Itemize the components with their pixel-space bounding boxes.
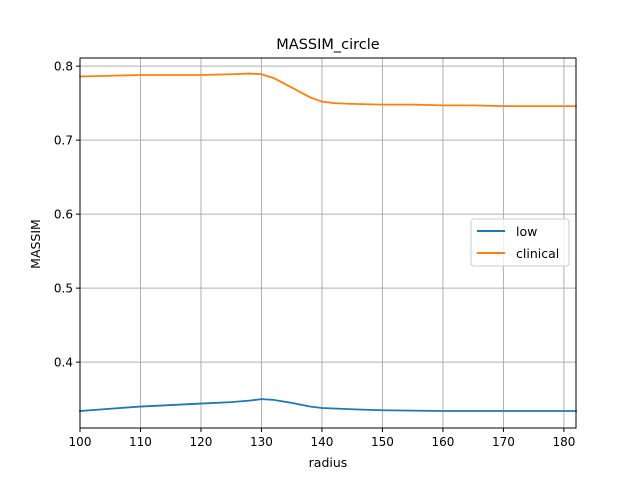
y-tick-label: 0.8 [54,60,73,74]
x-tick-label: 140 [310,435,333,449]
series-line-clinical [79,72,577,107]
y-tick-label: 0.5 [54,282,73,296]
x-tick-label: 120 [190,435,213,449]
x-tick-label: 170 [492,435,515,449]
series-line-low [79,398,577,412]
y-tick-label: 0.6 [54,208,73,222]
y-axis-label: MASSIM [28,219,43,269]
x-tick-label: 130 [250,435,273,449]
x-axis-label: radius [309,455,348,470]
legend-label-clinical: clinical [516,246,559,261]
chart-title: MASSIM_circle [276,37,380,53]
series-lines [79,72,577,412]
x-tick-label: 160 [431,435,454,449]
y-tick-label: 0.4 [54,356,73,370]
x-tick-label: 110 [129,435,152,449]
x-tick-label: 150 [371,435,394,449]
y-tick-label: 0.7 [54,134,73,148]
x-axis-ticks: 100 110 120 130 140 150 160 170 180 [69,428,575,449]
legend-label-low: low [516,224,537,239]
x-tick-label: 180 [552,435,575,449]
legend: low clinical [470,218,570,267]
grid-lines [79,58,576,428]
plot-frame [79,57,577,429]
y-axis-ticks: 0.4 0.5 0.6 0.7 0.8 [54,60,80,370]
x-tick-label: 100 [69,435,92,449]
